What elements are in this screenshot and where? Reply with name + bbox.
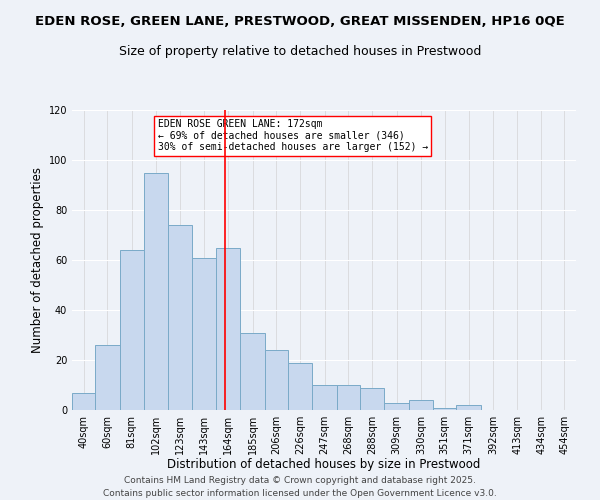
Bar xyxy=(119,250,144,410)
Bar xyxy=(385,402,409,410)
Bar xyxy=(216,248,241,410)
Bar xyxy=(144,172,169,410)
Bar xyxy=(313,385,337,410)
Bar xyxy=(360,388,385,410)
Text: Contains HM Land Registry data © Crown copyright and database right 2025.: Contains HM Land Registry data © Crown c… xyxy=(124,476,476,485)
Bar xyxy=(409,400,433,410)
Text: EDEN ROSE GREEN LANE: 172sqm
← 69% of detached houses are smaller (346)
30% of s: EDEN ROSE GREEN LANE: 172sqm ← 69% of de… xyxy=(158,119,428,152)
Bar xyxy=(337,385,360,410)
Bar xyxy=(241,332,265,410)
Bar xyxy=(191,258,216,410)
Bar xyxy=(265,350,288,410)
Bar xyxy=(433,408,457,410)
Bar xyxy=(95,345,119,410)
Y-axis label: Number of detached properties: Number of detached properties xyxy=(31,167,44,353)
Text: Contains public sector information licensed under the Open Government Licence v3: Contains public sector information licen… xyxy=(103,488,497,498)
Bar xyxy=(72,392,95,410)
Bar xyxy=(457,405,481,410)
Text: EDEN ROSE, GREEN LANE, PRESTWOOD, GREAT MISSENDEN, HP16 0QE: EDEN ROSE, GREEN LANE, PRESTWOOD, GREAT … xyxy=(35,15,565,28)
Bar xyxy=(169,225,191,410)
Bar xyxy=(288,362,313,410)
X-axis label: Distribution of detached houses by size in Prestwood: Distribution of detached houses by size … xyxy=(167,458,481,471)
Text: Size of property relative to detached houses in Prestwood: Size of property relative to detached ho… xyxy=(119,45,481,58)
